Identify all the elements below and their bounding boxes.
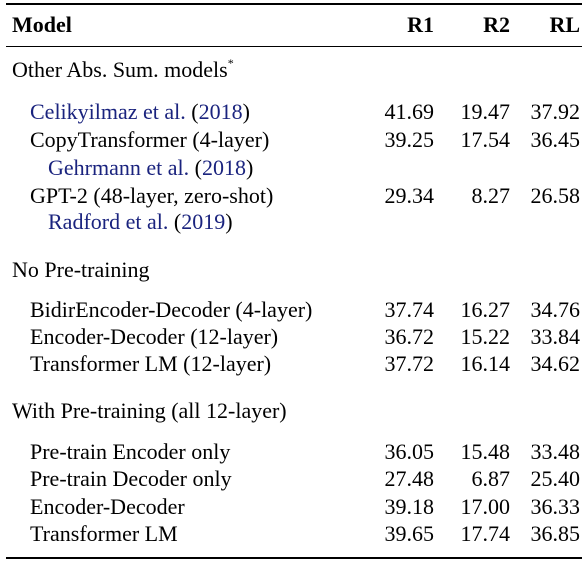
value-r2: 15.22 xyxy=(460,324,511,349)
footnote-mark: * xyxy=(227,56,234,70)
section-title-text: With Pre-training (all 12-layer) xyxy=(12,398,287,423)
header-model: Model xyxy=(12,12,72,37)
section-title-text: No Pre-training xyxy=(12,257,150,282)
value-rl: 34.62 xyxy=(530,351,581,376)
table-row: BidirEncoder-Decoder (4-layer) 37.74 16.… xyxy=(6,296,582,324)
header-rule xyxy=(6,46,582,47)
value-rl: 33.84 xyxy=(530,324,581,349)
value-r2: 6.87 xyxy=(471,466,511,491)
citation-link[interactable]: Gehrmann et al. (2018) xyxy=(48,155,254,180)
value-r1: 36.05 xyxy=(384,439,435,464)
table-row: Transformer LM (12-layer) 37.72 16.14 34… xyxy=(6,350,582,378)
table-row: Pre-train Encoder only 36.05 15.48 33.48 xyxy=(6,438,582,466)
table-row: Encoder-Decoder 39.18 17.00 36.33 xyxy=(6,493,582,521)
header-r2: R2 xyxy=(483,12,510,37)
table-row: CopyTransformer (4-layer) 39.25 17.54 36… xyxy=(6,126,582,154)
model-label: BidirEncoder-Decoder (4-layer) xyxy=(30,297,313,322)
model-label: Encoder-Decoder (12-layer) xyxy=(30,324,279,349)
section-title: No Pre-training xyxy=(6,256,582,284)
model-label: Transformer LM (12-layer) xyxy=(30,351,272,376)
value-r1: 37.74 xyxy=(384,297,435,322)
table-row-continuation: Radford et al. (2019) xyxy=(6,208,582,236)
value-r1: 36.72 xyxy=(384,324,435,349)
table-row-continuation: Gehrmann et al. (2018) xyxy=(6,154,582,182)
value-r2: 16.14 xyxy=(460,351,511,376)
section-title: With Pre-training (all 12-layer) xyxy=(6,397,582,425)
table-row: Pre-train Decoder only 27.48 6.87 25.40 xyxy=(6,465,582,493)
value-rl: 25.40 xyxy=(530,466,581,491)
model-label: Encoder-Decoder xyxy=(30,494,185,519)
value-r1: 39.65 xyxy=(384,521,435,546)
results-table: Model R1 R2 RL Other Abs. Sum. models* C… xyxy=(6,0,582,564)
model-label: Pre-train Decoder only xyxy=(30,466,232,491)
value-r2: 15.48 xyxy=(460,439,511,464)
value-r1: 27.48 xyxy=(384,466,435,491)
section-title: Other Abs. Sum. models* xyxy=(6,56,582,84)
value-r1: 39.25 xyxy=(384,127,435,152)
value-r2: 17.74 xyxy=(460,521,511,546)
value-r2: 16.27 xyxy=(460,297,511,322)
header-row: Model R1 R2 RL xyxy=(6,11,582,39)
value-r1: 41.69 xyxy=(384,99,435,124)
top-rule xyxy=(6,3,582,5)
value-rl: 33.48 xyxy=(530,439,581,464)
value-r1: 37.72 xyxy=(384,351,435,376)
value-rl: 26.58 xyxy=(530,183,581,208)
value-r1: 39.18 xyxy=(384,494,435,519)
value-rl: 37.92 xyxy=(530,99,581,124)
model-label: Pre-train Encoder only xyxy=(30,439,231,464)
value-rl: 36.33 xyxy=(530,494,581,519)
value-rl: 34.76 xyxy=(530,297,581,322)
header-rl: RL xyxy=(549,12,580,37)
bottom-rule xyxy=(6,557,582,559)
citation-link[interactable]: Radford et al. (2019) xyxy=(48,209,233,234)
table-row: Encoder-Decoder (12-layer) 36.72 15.22 3… xyxy=(6,323,582,351)
value-r2: 17.00 xyxy=(460,494,511,519)
value-rl: 36.85 xyxy=(530,521,581,546)
value-r1: 29.34 xyxy=(384,183,435,208)
value-r2: 19.47 xyxy=(460,99,511,124)
table-row: Transformer LM 39.65 17.74 36.85 xyxy=(6,520,582,548)
section-title-text: Other Abs. Sum. models xyxy=(12,57,228,82)
model-label: GPT-2 (48-layer, zero-shot) xyxy=(30,183,274,208)
table-row: GPT-2 (48-layer, zero-shot) 29.34 8.27 2… xyxy=(6,182,582,210)
model-label: Transformer LM xyxy=(30,521,178,546)
citation-link[interactable]: Celikyilmaz et al. (2018) xyxy=(30,99,250,124)
value-r2: 8.27 xyxy=(471,183,511,208)
model-label: CopyTransformer (4-layer) xyxy=(30,127,270,152)
header-r1: R1 xyxy=(407,12,434,37)
table-row: Celikyilmaz et al. (2018) 41.69 19.47 37… xyxy=(6,98,582,126)
value-r2: 17.54 xyxy=(460,127,511,152)
value-rl: 36.45 xyxy=(530,127,581,152)
